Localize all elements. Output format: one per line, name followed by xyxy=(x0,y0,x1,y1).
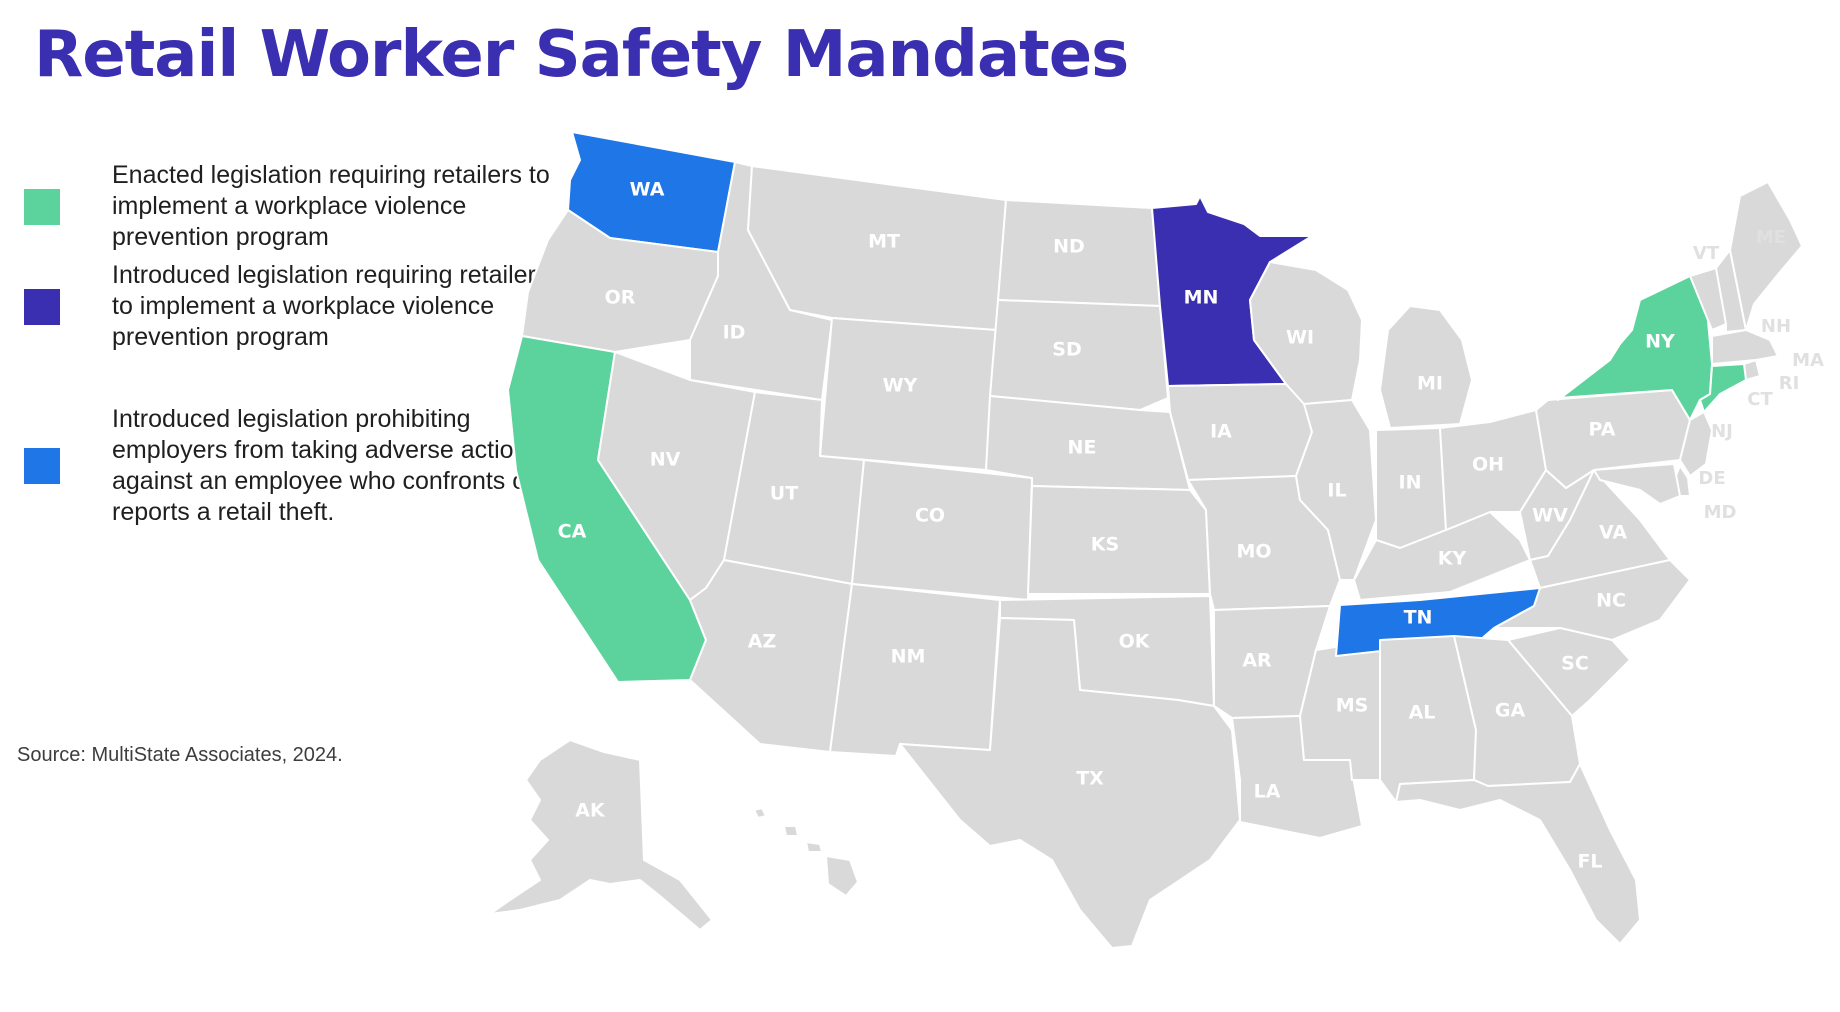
state-ky[interactable] xyxy=(1353,511,1531,601)
state-label-id: ID xyxy=(723,322,746,344)
state-label-de: DE xyxy=(1698,468,1725,489)
state-label-ma: MA xyxy=(1792,350,1824,371)
state-label-sd: SD xyxy=(1052,339,1081,361)
state-label-ca: CA xyxy=(558,521,587,543)
state-nm[interactable] xyxy=(829,583,1001,757)
state-label-wi: WI xyxy=(1286,327,1314,349)
state-label-wa: WA xyxy=(630,179,665,201)
source-note: Source: MultiState Associates, 2024. xyxy=(17,744,343,766)
legend-label-introduced-theft: Introduced legislation prohibiting emplo… xyxy=(112,405,535,526)
legend-item-introduced-violence: Introduced legislation requiring retaile… xyxy=(24,260,552,353)
state-label-nd: ND xyxy=(1053,236,1085,258)
state-label-ia: IA xyxy=(1210,421,1232,443)
state-label-ak: AK xyxy=(575,800,606,822)
state-hi[interactable] xyxy=(753,807,859,897)
state-label-ar: AR xyxy=(1242,650,1272,672)
state-label-ny: NY xyxy=(1645,331,1675,353)
state-co[interactable] xyxy=(851,459,1033,601)
state-label-ga: GA xyxy=(1495,700,1526,722)
state-ia[interactable] xyxy=(1167,383,1313,481)
state-label-il: IL xyxy=(1327,480,1346,502)
state-ak[interactable] xyxy=(489,739,713,931)
state-label-ne: NE xyxy=(1068,437,1097,459)
state-label-me: ME xyxy=(1756,227,1786,248)
legend-swatch-enacted xyxy=(24,188,60,225)
state-label-az: AZ xyxy=(748,631,776,653)
legend-swatch-introduced-theft xyxy=(24,448,60,484)
state-label-va: VA xyxy=(1599,522,1627,544)
state-nj[interactable] xyxy=(1679,411,1713,477)
state-label-nj: NJ xyxy=(1711,421,1733,442)
state-label-nv: NV xyxy=(650,449,681,471)
state-label-ok: OK xyxy=(1119,631,1151,653)
state-label-co: CO xyxy=(915,505,945,527)
state-me[interactable] xyxy=(1729,181,1803,331)
state-label-wv: WV xyxy=(1532,505,1568,527)
state-label-al: AL xyxy=(1409,702,1436,724)
state-label-mt: MT xyxy=(868,231,900,253)
state-label-nm: NM xyxy=(891,646,926,668)
state-label-mo: MO xyxy=(1236,541,1271,563)
state-ma[interactable] xyxy=(1711,329,1779,365)
state-label-ri: RI xyxy=(1779,373,1800,394)
state-label-in: IN xyxy=(1399,472,1422,494)
legend-label-enacted: Enacted legislation requiring retailers … xyxy=(112,161,550,251)
state-label-vt: VT xyxy=(1693,243,1720,264)
state-az[interactable] xyxy=(689,559,853,753)
state-label-ut: UT xyxy=(770,483,798,505)
state-label-nc: NC xyxy=(1596,590,1626,612)
state-mi[interactable] xyxy=(1379,305,1473,429)
state-label-md: MD xyxy=(1704,502,1737,523)
state-tx[interactable] xyxy=(899,617,1241,949)
state-label-ms: MS xyxy=(1336,695,1369,717)
state-fl[interactable] xyxy=(1395,763,1641,945)
state-label-la: LA xyxy=(1254,781,1281,803)
legend-label-introduced-violence: Introduced legislation requiring retaile… xyxy=(112,261,549,351)
state-label-mn: MN xyxy=(1184,287,1219,309)
state-il[interactable] xyxy=(1295,399,1377,581)
state-sd[interactable] xyxy=(989,299,1169,411)
state-md[interactable] xyxy=(1593,463,1681,505)
state-label-or: OR xyxy=(605,287,636,309)
state-label-sc: SC xyxy=(1561,653,1589,675)
state-label-oh: OH xyxy=(1472,454,1504,476)
state-label-pa: PA xyxy=(1589,419,1616,441)
state-label-ks: KS xyxy=(1091,534,1119,556)
state-label-nh: NH xyxy=(1761,316,1791,337)
state-label-hi: HI xyxy=(782,869,805,891)
state-label-tn: TN xyxy=(1404,607,1433,629)
state-label-ky: KY xyxy=(1438,548,1467,570)
state-ct[interactable] xyxy=(1699,363,1747,413)
state-label-mi: MI xyxy=(1417,373,1443,395)
legend-item-introduced-theft: Introduced legislation prohibiting emplo… xyxy=(24,404,552,528)
state-label-tx: TX xyxy=(1076,768,1104,790)
state-label-ct: CT xyxy=(1747,389,1773,410)
legend-item-enacted: Enacted legislation requiring retailers … xyxy=(24,160,552,253)
page-title: Retail Worker Safety Mandates xyxy=(34,18,1129,92)
state-label-wy: WY xyxy=(883,375,918,397)
legend-swatch-introduced-violence xyxy=(24,288,60,325)
state-label-fl: FL xyxy=(1577,851,1602,873)
